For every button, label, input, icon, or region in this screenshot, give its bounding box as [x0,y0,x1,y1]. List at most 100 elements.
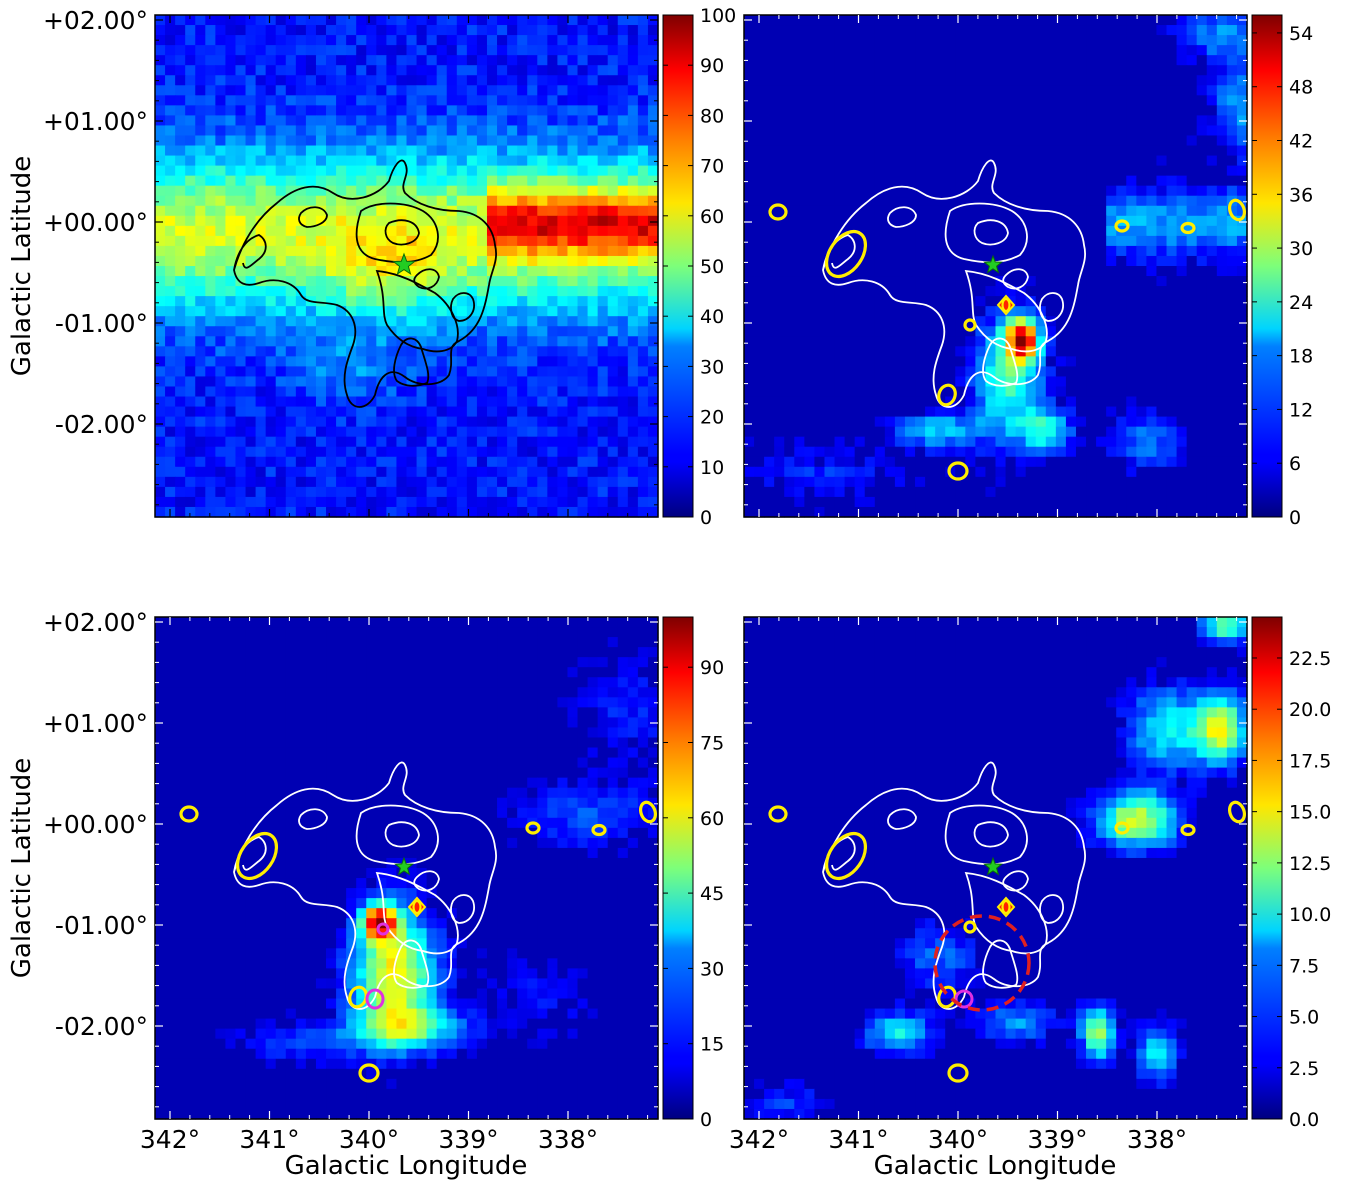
y-tick-label: +02.00° [43,6,148,35]
plot-frame-top-right [743,14,1248,518]
magenta-source-circle [954,989,974,1009]
colorbar-tick-label: 15 [700,1034,724,1056]
diamond-marker [996,294,1016,316]
colorbar-tick-label: 30 [700,356,724,378]
yellow-source-ellipse [1180,823,1196,837]
ticks-bottom-left [155,617,658,1119]
y-tick-label: +00.00° [43,208,148,237]
ticks-bottom-right [744,617,1247,1119]
colorbar-tick-label: 2.5 [1289,1058,1319,1080]
star-marker [392,252,416,276]
star-marker [983,856,1003,876]
y-axis-label-top: Galactic Latitude [7,156,37,377]
star-marker [983,254,1003,274]
colorbar-bottom-right [1251,616,1283,1120]
plot-frame-bottom-right [743,616,1248,1120]
yellow-source-ellipse [1227,800,1247,824]
yellow-source-ellipse [179,805,199,823]
panel-top-right: 0 6 12 18 24 30 36 42 48 54 [743,14,1313,529]
colorbar-tick-label: 10.0 [1289,904,1331,926]
colorbar-tick-label: 50 [700,256,724,278]
y-tick-label: -02.00° [55,410,148,439]
plot-frame-top-left [154,14,659,518]
colorbar-tick-label: 0 [1289,507,1301,529]
contour-line [887,206,917,228]
colorbar-tick-label: 17.5 [1289,750,1331,772]
heatmap-top-right [744,15,1248,518]
yellow-source-ellipse [1180,221,1196,235]
colorbar-tick-label: 15.0 [1289,802,1331,824]
contour-line [298,206,328,228]
colorbar-ticks-bottom-left: 0 15 30 45 60 75 90 [663,657,724,1131]
colorbar-top-right [1251,14,1283,518]
yellow-source-ellipse [348,985,368,1009]
colorbar-ticks-bottom-right: 0.0 2.5 5.0 7.5 10.0 12.5 15.0 17.5 20.0 22.5 [1252,648,1331,1131]
yellow-source-ellipse [768,805,788,823]
heatmap-bottom-right [744,617,1248,1120]
colorbar-tick-label: 60 [700,206,724,228]
colorbar-tick-label: 0.0 [1289,1109,1319,1131]
markers-bottom-right [768,800,1247,1083]
x-axis-label-left: Galactic Longitude [285,1151,528,1181]
y-tick-labels-bottom-left: +02.00° +01.00° +00.00° -01.00° -02.00° [43,608,148,1041]
colorbar-tick-label: 70 [700,156,724,178]
colorbar-tick-label: 100 [700,5,736,27]
colorbar-tick-label: 5.0 [1289,1007,1319,1029]
y-tick-labels-top-left: +02.00° +01.00° +00.00° -01.00° -02.00° [43,6,148,439]
x-tick-label: 338° [538,1125,598,1154]
markers-bottom-left [179,800,658,1083]
markers-top-left [392,252,416,276]
x-tick-labels-bottom-left: 342° 341° 340° 339° 338° [140,1125,598,1154]
contour-line [973,219,1009,246]
colorbar-tick-label: 0 [700,507,712,529]
yellow-source-ellipse [412,899,422,915]
contour-line [413,870,440,892]
colorbar-tick-label: 0 [700,1109,712,1131]
colorbar-tick-label: 10 [700,457,724,479]
x-tick-label: 341° [828,1125,888,1154]
contour-line [384,219,420,246]
colorbar-tick-label: 60 [700,808,724,830]
y-tick-label: +02.00° [43,608,148,637]
yellow-source-ellipse [768,203,788,221]
colorbar-tick-label: 36 [1289,184,1313,206]
y-tick-label: +00.00° [43,810,148,839]
yellow-source-ellipse [963,920,977,934]
contour-line [355,804,439,866]
yellow-source-ellipse [1114,821,1130,835]
ticks-top-right [744,15,1247,517]
colorbar-tick-label: 75 [700,733,724,755]
diamond-marker [407,896,427,918]
yellow-source-ellipse [235,831,279,881]
yellow-source-ellipse [963,318,977,332]
colorbar-bottom-left [662,616,694,1120]
x-axis-label-right: Galactic Longitude [874,1151,1117,1181]
contour-line [982,939,1019,989]
contour-line [393,337,430,387]
yellow-source-ellipse [937,383,957,407]
y-tick-label: -02.00° [55,1012,148,1041]
colorbar-tick-label: 54 [1289,23,1313,45]
contour-line [887,808,917,830]
x-tick-label: 339° [438,1125,498,1154]
colorbar-tick-label: 80 [700,105,724,127]
yellow-source-ellipse [525,821,541,835]
y-axis-label-bottom: Galactic Latitude [7,758,37,979]
colorbar-tick-label: 90 [700,657,724,679]
contours-top-left [233,159,497,408]
yellow-source-ellipse [1001,297,1011,313]
contour-line [233,159,497,408]
yellow-source-ellipse [591,823,607,837]
y-tick-label: -01.00° [55,911,148,940]
heatmap-bottom-left [155,617,659,1120]
colorbar-tick-label: 42 [1289,131,1313,153]
colorbar-tick-label: 90 [700,55,724,77]
x-tick-label: 339° [1027,1125,1087,1154]
yellow-source-ellipse [1227,198,1247,222]
contour-line [973,821,1009,848]
panel-top-left: +02.00° +01.00° +00.00° -01.00° -02.00° 0 10 2… [43,5,736,529]
x-tick-label: 340° [339,1125,399,1154]
yellow-source-ellipse [824,831,868,881]
dashed-region-circle [933,914,1031,1012]
